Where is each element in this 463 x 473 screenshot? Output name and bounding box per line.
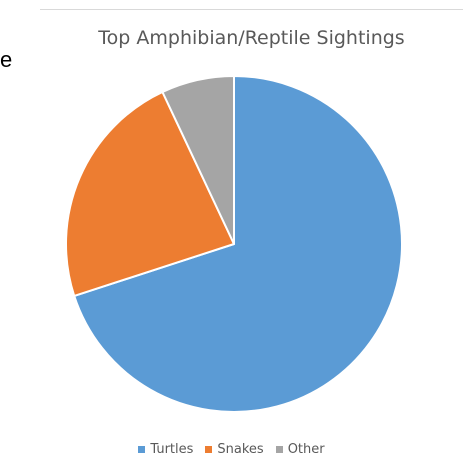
legend-label: Turtles	[150, 442, 194, 457]
legend-swatch	[205, 446, 213, 453]
legend-item-other: Other	[275, 442, 325, 457]
legend-swatch	[138, 446, 146, 453]
chart-title: Top Amphibian/Reptile Sightings	[98, 27, 405, 49]
legend-label: Other	[287, 442, 325, 457]
legend-label: Snakes	[217, 442, 264, 457]
legend-item-snakes: Snakes	[205, 442, 264, 457]
chart-legend: Turtles Snakes Other	[0, 442, 463, 457]
top-divider	[40, 9, 463, 10]
legend-swatch	[275, 446, 283, 453]
legend-item-turtles: Turtles	[138, 442, 193, 457]
pie-slice-snakes	[65, 90, 235, 297]
pie-slice-turtles	[73, 75, 403, 413]
cropped-text-fragment: e	[0, 47, 13, 72]
pie-slice-other	[161, 75, 235, 245]
